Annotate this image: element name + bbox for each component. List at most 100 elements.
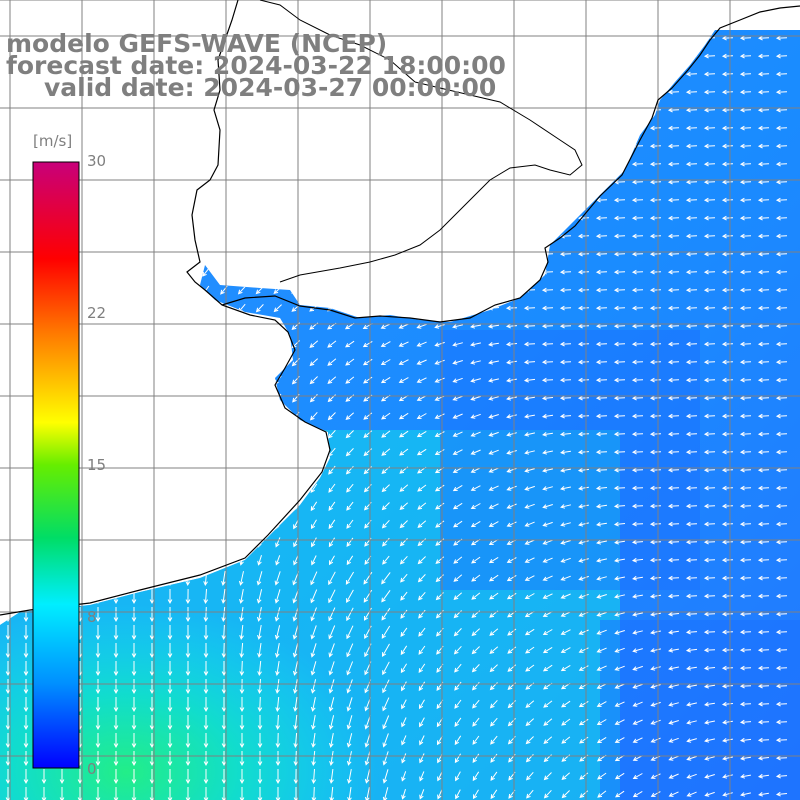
wind-arrow [471,664,480,673]
wind-arrow [23,697,29,713]
wind-arrow [739,521,752,527]
wind-arrow [221,733,227,749]
wind-arrow [559,377,572,383]
wind-arrow [398,412,409,420]
wind-arrow [293,697,298,712]
wind-arrow [311,715,316,730]
wind-arrow [311,555,317,566]
wind-arrow [382,661,390,676]
wind-arrow [685,611,698,617]
wind-arrow [775,53,788,59]
wind-arrow [775,359,788,365]
wind-arrow [667,431,680,437]
wind-arrow [382,733,389,748]
wind-arrow [596,701,607,707]
wind-arrow [221,606,227,623]
wind-arrow [721,431,734,437]
wind-arrow [614,772,625,780]
wind-arrow [382,787,389,800]
wind-arrow [561,736,571,744]
wind-arrow [149,643,155,659]
wind-arrow [327,412,336,421]
wind-arrow [113,787,119,800]
wind-arrow [561,700,571,708]
wind-arrow [275,787,281,800]
wind-arrow [401,717,407,728]
wind-arrow [257,733,263,749]
wind-arrow [382,697,390,712]
wind-arrow [667,467,680,473]
wind-arrow [757,161,770,167]
wind-arrow [560,486,571,491]
wind-arrow [345,340,355,348]
wind-arrow [382,715,390,730]
wind-arrow [686,702,698,707]
wind-arrow [613,323,626,329]
wind-arrow [470,431,481,437]
wind-arrow [239,787,245,800]
wind-arrow [775,485,788,491]
wind-arrow [23,787,29,800]
wind-arrow [239,769,245,785]
wind-arrow [5,625,11,641]
wind-arrow [667,377,680,383]
wind-arrow [506,574,517,582]
wind-arrow [722,738,733,743]
wind-arrow [524,450,535,455]
wind-arrow [221,751,227,767]
wind-arrow [739,269,752,275]
wind-arrow [775,629,788,635]
wind-arrow [595,377,608,383]
wind-arrow [578,575,589,581]
wind-arrow [596,665,607,671]
wind-arrow [380,359,391,366]
wind-arrow [239,733,245,749]
wind-arrow [149,661,155,677]
wind-arrow [649,287,662,293]
wind-arrow [667,395,680,401]
wind-arrow [703,269,716,275]
wind-arrow [382,769,389,784]
wind-arrow [577,395,590,401]
wind-arrow [489,699,498,709]
wind-arrow [488,414,499,419]
wind-arrow [703,575,716,581]
wind-arrow [721,467,734,473]
wind-arrow [382,537,390,547]
wind-arrow [667,143,680,149]
wind-arrow [434,413,445,419]
wind-arrow [721,683,734,689]
wind-arrow [775,791,788,797]
wind-arrow [257,696,263,713]
wind-arrow [613,287,626,293]
wind-arrow [434,341,445,347]
wind-arrow [667,107,680,113]
wind-arrow [595,395,608,401]
wind-arrow [470,378,481,383]
wind-arrow [524,539,535,545]
wind-arrow [614,737,625,743]
wind-arrow [649,179,662,185]
wind-arrow [757,197,770,203]
wind-arrow [381,625,391,639]
wind-arrow [703,305,716,311]
wind-arrow [506,450,517,455]
wind-arrow [667,233,680,239]
wind-arrow [686,720,697,725]
wind-arrow [77,787,83,800]
wind-arrow [363,571,373,585]
wind-arrow [490,789,498,800]
wind-arrow [721,647,734,653]
wind-arrow [561,772,571,780]
wind-arrow [543,789,552,799]
wind-arrow [631,413,644,419]
wind-arrow [506,378,517,383]
wind-arrow [632,575,643,581]
wind-arrow [328,589,336,604]
wind-arrow [416,448,427,456]
wind-arrow [757,89,770,95]
wind-arrow [364,769,371,784]
wind-arrow [417,520,427,528]
wind-arrow [578,718,589,726]
wind-arrow [775,701,788,707]
